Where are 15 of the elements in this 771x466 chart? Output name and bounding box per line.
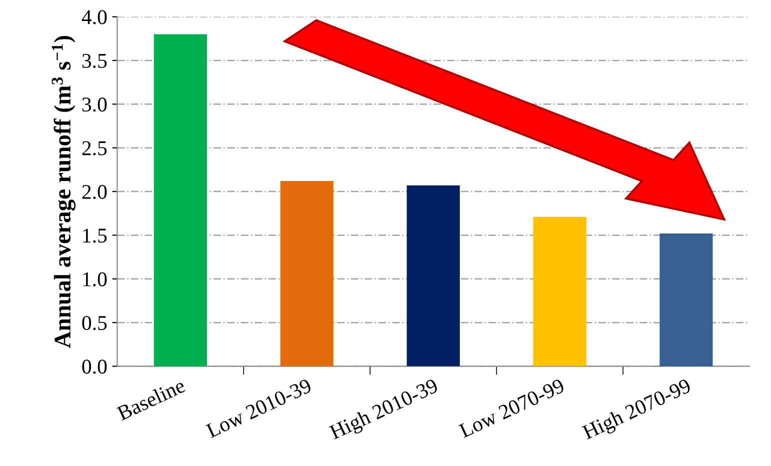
bar (533, 216, 586, 366)
y-tick-label: 2.5 (82, 141, 107, 156)
bar (406, 185, 460, 366)
y-tick-label: 3.0 (82, 98, 107, 112)
y-tick-label: 3.5 (82, 54, 107, 68)
bar (154, 34, 207, 366)
y-tick-label: 4.0 (82, 10, 107, 24)
y-tick-label: 0.5 (82, 316, 107, 330)
bar (280, 181, 334, 366)
y-tick-label: 2.0 (82, 184, 107, 200)
y-axis-title: Annual average runoff (m$^{3}$ s$^{−1}$) (52, 36, 76, 348)
y-tick-label: 0.0 (82, 360, 107, 374)
bar (660, 233, 713, 366)
y-tick-label: 1.5 (83, 228, 107, 243)
y-tick-label: 1.0 (83, 272, 107, 286)
